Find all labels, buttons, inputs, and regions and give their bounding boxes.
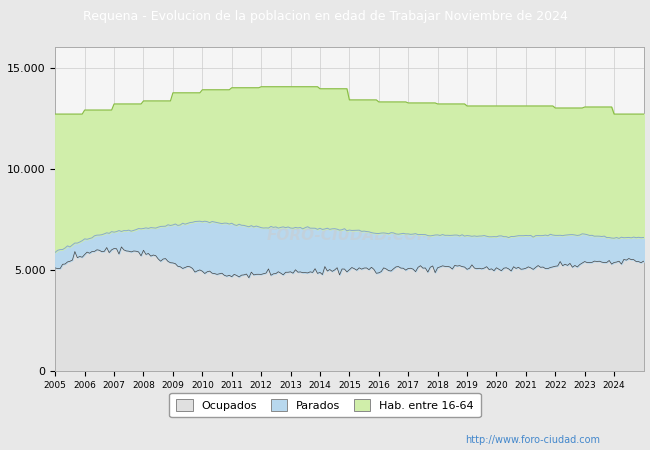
Text: Requena - Evolucion de la poblacion en edad de Trabajar Noviembre de 2024: Requena - Evolucion de la poblacion en e… — [83, 10, 567, 22]
Legend: Ocupados, Parados, Hab. entre 16-64: Ocupados, Parados, Hab. entre 16-64 — [170, 392, 480, 418]
Text: FORO-CIUDAD.COM: FORO-CIUDAD.COM — [266, 228, 432, 243]
Text: http://www.foro-ciudad.com: http://www.foro-ciudad.com — [465, 435, 601, 445]
